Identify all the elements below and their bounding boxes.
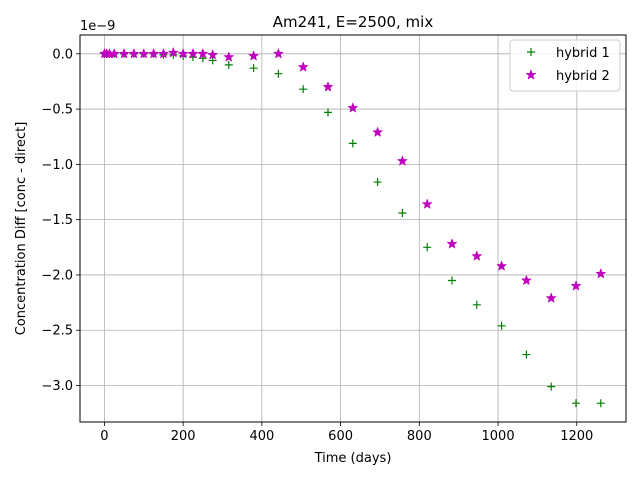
y-tick-label: −1.0 [41,158,73,173]
legend-label-hybrid-1: hybrid 1 [556,46,610,61]
star-marker [347,102,358,113]
series-layer [99,47,606,408]
star-marker [496,260,507,271]
star-marker [158,48,169,59]
plus-marker [373,178,382,187]
star-marker [422,198,433,209]
plus-marker [299,85,308,94]
star-marker [207,49,218,60]
star-marker [298,61,309,72]
y-tick-label: −3.0 [41,379,73,394]
star-marker [322,81,334,92]
y-tick-label: −0.5 [41,103,73,118]
legend-marker-hybrid-2 [525,69,537,80]
star-marker [546,292,557,303]
plus-marker [348,139,357,148]
star-marker [273,48,284,59]
plot-area [80,35,626,422]
x-tick-label: 200 [171,429,196,444]
y-tick-label: −1.5 [41,213,73,228]
star-marker [397,155,408,166]
star-marker [248,50,259,61]
star-marker [372,127,383,137]
x-tick-label: 1000 [482,429,515,444]
y-tick-label: 0.0 [52,47,73,62]
plot-frame [79,34,627,423]
star-marker [446,238,458,249]
x-axis-label: Time (days) [314,451,392,466]
star-marker [109,48,120,59]
star-marker [570,280,582,291]
x-tick-label: 800 [407,429,432,444]
x-tick-label: 400 [249,429,274,444]
plus-marker [249,64,258,73]
plus-marker [448,276,457,285]
star-marker [197,48,208,59]
legend-star-marker [525,69,537,80]
star-marker [521,275,532,285]
star-marker [223,51,234,62]
legend-marker-hybrid-1 [527,48,535,56]
plus-marker [324,108,333,117]
plus-marker [423,243,432,252]
star-marker [595,268,606,279]
plus-marker [596,399,605,408]
plus-marker [572,399,581,408]
plus-marker [547,382,556,391]
legend-label-hybrid-2: hybrid 2 [556,69,610,84]
y-axis-label: Concentration Diff [conc - direct] [14,122,29,336]
ticks: 0 200 400 600 800 1000 1200 0.0 −0.5 −1.0 −1.5 −2.0… [41,47,593,444]
x-tick-label: 0 [100,429,108,444]
series-hybrid-2 [99,47,606,303]
plus-marker [522,350,531,359]
star-marker [128,48,139,59]
star-marker [471,250,482,261]
star-marker [138,48,149,59]
plus-marker [274,69,283,78]
y-tick-label: −2.5 [41,324,73,339]
y-tick-label: −2.0 [41,268,73,283]
legend-plus-marker [527,48,535,56]
plus-marker [224,60,233,69]
plus-marker [398,209,407,218]
y-offset-text: 1e−9 [80,19,115,34]
star-marker [119,48,130,59]
chart-title: Am241, E=2500, mix [273,13,434,31]
legend: hybrid 1 hybrid 2 [509,39,621,92]
x-tick-label: 600 [328,429,353,444]
star-marker [168,47,179,58]
plus-marker [497,321,506,330]
star-marker [178,48,189,59]
plus-marker [208,56,217,65]
x-tick-label: 1200 [560,429,593,444]
star-marker [148,48,159,59]
legend-box [509,39,621,92]
star-marker [187,48,199,59]
plus-marker [472,300,481,309]
